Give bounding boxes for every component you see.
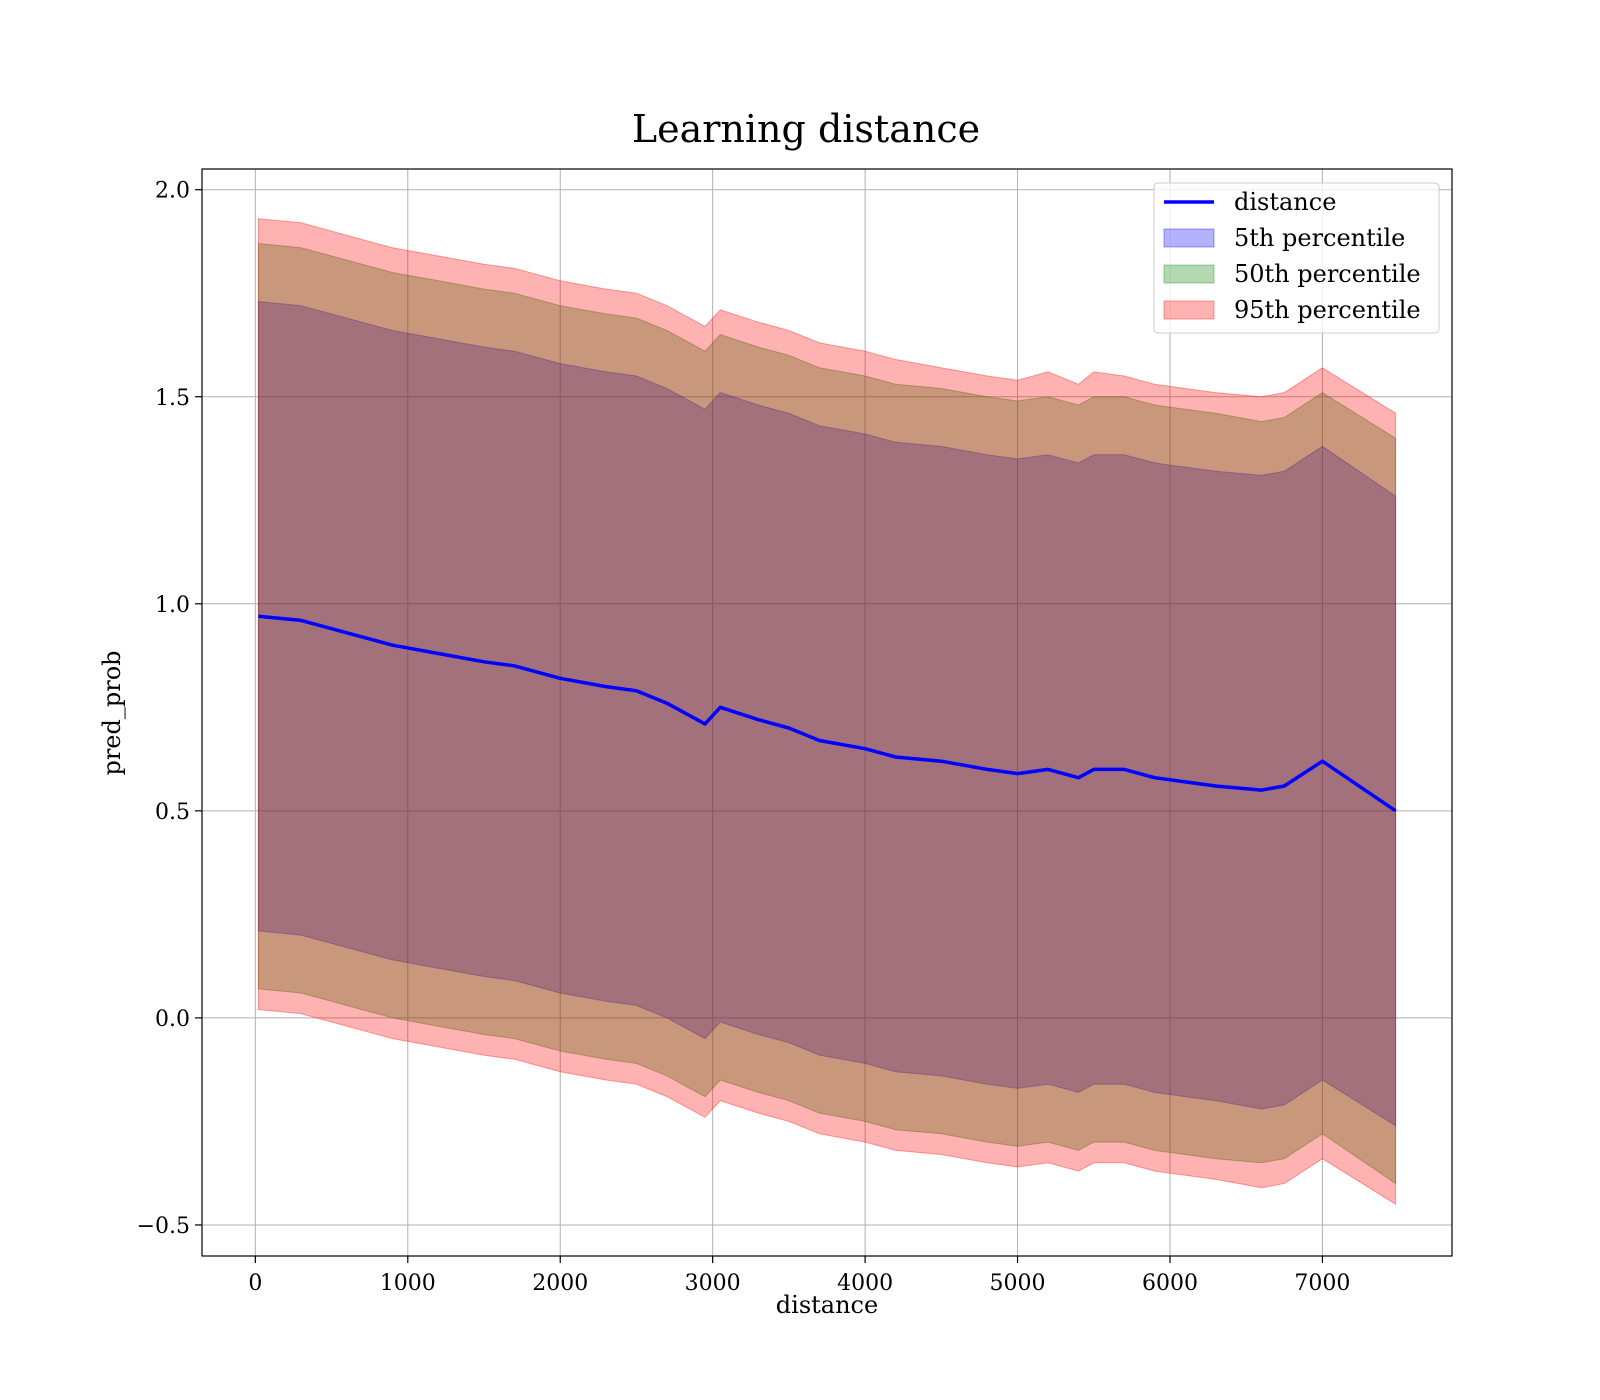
- y-tick-label: 1.5: [155, 386, 190, 411]
- legend-label: distance: [1234, 188, 1336, 216]
- band-5th-percentile: [257, 300, 1397, 1127]
- x-tick-label: 7000: [1294, 1271, 1350, 1296]
- y-axis-label: pred_prob: [98, 650, 126, 775]
- legend: distance 5th percentile 50th percentile 95t…: [1153, 182, 1440, 334]
- x-tick-label: 2000: [532, 1271, 588, 1296]
- x-tick-label: 0: [248, 1271, 262, 1296]
- legend-band-swatch: [1163, 300, 1215, 320]
- legend-label: 5th percentile: [1234, 224, 1405, 252]
- y-tick-label: 0.5: [155, 800, 190, 825]
- band-95th-percentile: [257, 218, 1397, 1206]
- legend-band-swatch: [1163, 228, 1215, 248]
- x-tick-label: 5000: [990, 1271, 1046, 1296]
- line-distance: [258, 614, 1397, 813]
- x-tick-label: 6000: [1142, 1271, 1198, 1296]
- x-tick-label: 4000: [837, 1271, 893, 1296]
- legend-frame: [1153, 182, 1440, 334]
- x-tick-label: 3000: [685, 1271, 741, 1296]
- x-tick-label: 1000: [380, 1271, 436, 1296]
- x-axis-ticks: 0 1000 2000 3000 4000 5000 6000 7000: [248, 1256, 1350, 1296]
- plot-area-frame: [201, 168, 1453, 1257]
- y-tick-label: 2.0: [155, 179, 190, 204]
- legend-items: distance 5th percentile 50th percentile 95t…: [1163, 188, 1421, 324]
- band-50th-percentile: [257, 242, 1397, 1185]
- legend-label: 50th percentile: [1234, 260, 1421, 288]
- legend-label: 95th percentile: [1234, 296, 1421, 324]
- percentile-bands: [257, 218, 1397, 1206]
- x-axis-label: distance: [776, 1291, 878, 1319]
- y-tick-label: 0.0: [155, 1007, 190, 1032]
- chart-title: Learning distance: [632, 107, 980, 151]
- series-lines: [258, 614, 1397, 813]
- y-tick-label: 1.0: [155, 593, 190, 618]
- legend-band-swatch: [1163, 264, 1215, 284]
- y-tick-label: −0.5: [137, 1214, 190, 1239]
- y-axis-ticks: −0.5 0.0 0.5 1.0 1.5 2.0: [137, 179, 202, 1239]
